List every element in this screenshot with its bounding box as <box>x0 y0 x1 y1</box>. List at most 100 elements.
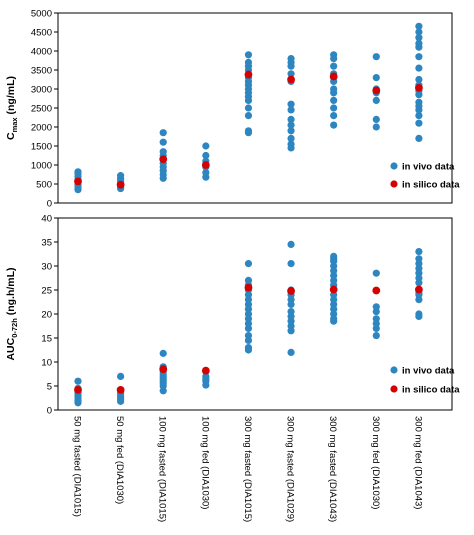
category-label: 300 mg fasted (DIA1015) <box>242 416 253 522</box>
auc-legend: in vivo data in silico data <box>390 366 460 396</box>
cmax-chart: 0 500 1000 1500 2000 2500 3000 3500 4000 4500 5000… <box>5 8 460 209</box>
category-label: 300 mg fed (DIA1030) <box>370 416 381 509</box>
in-vivo-point <box>287 308 295 316</box>
in-vivo-point <box>415 98 423 106</box>
y-tick-label: 5000 <box>31 8 52 19</box>
in-vivo-point <box>415 22 423 30</box>
in-silico-point <box>244 283 253 292</box>
in-vivo-point <box>287 127 295 135</box>
legend-label-in-silico: in silico data <box>402 180 460 191</box>
y-tick-label: 35 <box>41 237 52 248</box>
auc-y-ticks: 0 5 10 15 20 25 30 35 40 <box>41 213 58 416</box>
in-silico-point <box>201 161 210 169</box>
in-vivo-point <box>202 151 210 160</box>
in-vivo-point <box>287 115 295 123</box>
in-vivo-point <box>244 332 253 340</box>
legend-marker-in-vivo <box>390 162 398 170</box>
in-vivo-point <box>372 74 380 82</box>
in-silico-point <box>116 385 125 394</box>
legend-label-in-vivo: in vivo data <box>402 162 455 173</box>
in-vivo-point <box>159 138 167 146</box>
in-vivo-point <box>159 148 167 156</box>
in-vivo-point <box>330 104 338 112</box>
cmax-plot-frame <box>57 12 453 204</box>
in-vivo-point <box>244 51 253 59</box>
y-tick-label: 1500 <box>31 141 52 152</box>
category-label: 50 mg fasted (DIA1015) <box>72 416 83 517</box>
in-silico-point <box>74 177 82 186</box>
in-vivo-point <box>202 169 210 177</box>
cmax-legend: in vivo data in silico data <box>390 162 460 191</box>
y-tick-label: 4000 <box>31 46 52 57</box>
in-vivo-point <box>372 269 380 277</box>
y-tick-label: 3000 <box>31 84 52 95</box>
in-silico-point <box>159 365 168 374</box>
y-tick-label: 30 <box>41 261 52 272</box>
auc-y-axis-label: AUC0-72h (ng.h/mL) <box>5 267 19 360</box>
in-vivo-point <box>415 64 423 72</box>
in-vivo-point <box>415 119 423 127</box>
legend-label-in-silico: in silico data <box>402 385 460 396</box>
cmax-points <box>74 22 423 194</box>
in-silico-point <box>372 86 381 95</box>
in-vivo-point <box>415 112 423 120</box>
y-tick-label: 15 <box>41 333 52 344</box>
in-vivo-point <box>330 112 338 120</box>
in-vivo-point <box>287 121 295 129</box>
in-vivo-point <box>372 315 380 323</box>
category-label: 300 mg fasted (DIA1029) <box>285 416 296 522</box>
y-tick-label: 5 <box>47 381 52 392</box>
category-label: 300 mg fasted (DIA1043) <box>327 416 338 522</box>
y-tick-label: 2000 <box>31 122 52 133</box>
in-silico-point <box>159 155 168 164</box>
y-tick-label: 20 <box>41 309 52 320</box>
in-silico-point <box>244 70 253 79</box>
in-vivo-point <box>287 348 295 356</box>
y-tick-label: 3500 <box>31 65 52 76</box>
in-vivo-point <box>159 349 167 357</box>
in-silico-point <box>201 366 210 375</box>
category-label: 300 mg fed (DIA1043) <box>412 416 423 509</box>
in-vivo-point <box>117 172 125 180</box>
in-vivo-point <box>244 104 253 112</box>
in-vivo-point <box>287 106 295 114</box>
in-vivo-point <box>287 100 295 108</box>
y-tick-label: 25 <box>41 285 52 296</box>
in-vivo-point <box>244 344 253 352</box>
category-labels: 50 mg fasted (DIA1015) 50 mg fed (DIA1030… <box>72 416 424 522</box>
in-silico-point <box>287 75 295 84</box>
in-silico-point <box>415 83 423 92</box>
in-vivo-point <box>415 75 423 84</box>
in-vivo-point <box>330 62 338 70</box>
in-vivo-point <box>244 127 253 135</box>
in-silico-point <box>329 285 338 294</box>
y-tick-label: 4500 <box>31 27 52 38</box>
in-vivo-point <box>372 303 380 311</box>
in-vivo-point <box>415 248 423 256</box>
y-tick-label: 500 <box>36 179 52 190</box>
in-vivo-point <box>287 240 295 248</box>
in-vivo-point <box>415 53 423 61</box>
in-vivo-point <box>330 96 338 104</box>
in-vivo-point <box>415 34 423 42</box>
in-vivo-point <box>244 112 253 120</box>
y-tick-label: 0 <box>47 405 52 416</box>
in-vivo-point <box>74 377 82 385</box>
y-tick-label: 40 <box>41 213 52 224</box>
in-silico-point <box>329 72 338 81</box>
in-vivo-point <box>415 28 423 36</box>
in-vivo-point <box>287 70 295 78</box>
in-vivo-point <box>372 96 380 104</box>
in-silico-point <box>287 287 295 295</box>
in-vivo-point <box>202 142 210 150</box>
legend-marker-in-silico <box>390 385 398 393</box>
in-silico-point <box>372 286 381 295</box>
in-vivo-point <box>287 140 295 148</box>
in-vivo-point <box>415 255 423 263</box>
in-vivo-point <box>372 115 380 123</box>
in-vivo-point <box>117 372 125 380</box>
legend-label-in-vivo: in vivo data <box>402 366 455 377</box>
in-vivo-point <box>415 39 423 48</box>
in-vivo-point <box>415 134 423 142</box>
